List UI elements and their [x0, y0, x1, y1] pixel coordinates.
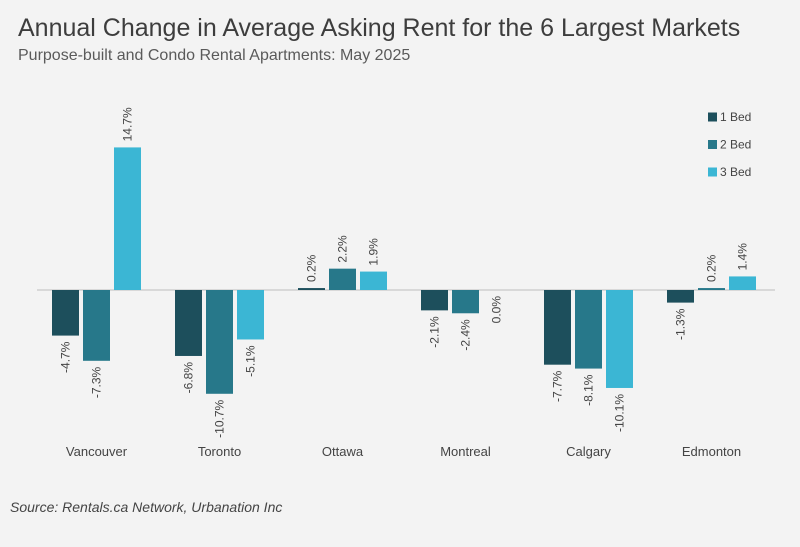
bar-toronto-2-bed: [206, 290, 233, 394]
data-label: 2.2%: [336, 235, 350, 263]
data-label: -6.8%: [182, 362, 196, 394]
bar-calgary-1-bed: [544, 290, 571, 365]
bar-ottawa-2-bed: [329, 268, 356, 290]
data-label: -7.7%: [551, 370, 565, 402]
data-label: -1.3%: [674, 308, 688, 340]
bar-montreal-2-bed: [452, 290, 479, 314]
bar-vancouver-1-bed: [52, 290, 79, 336]
data-label: -2.4%: [459, 319, 473, 351]
bar-edmonton-1-bed: [667, 290, 694, 303]
data-label: -5.1%: [244, 345, 258, 377]
bar-calgary-2-bed: [575, 290, 602, 369]
bar-calgary-3-bed: [606, 290, 633, 388]
bar-toronto-1-bed: [175, 290, 202, 356]
source-note: Source: Rentals.ca Network, Urbanation I…: [10, 499, 283, 515]
legend-swatch-1-bed: [708, 112, 717, 122]
data-label: -10.7%: [213, 399, 227, 437]
bar-vancouver-2-bed: [83, 290, 110, 361]
category-label-montreal: Montreal: [440, 444, 491, 459]
data-label: 0.2%: [705, 254, 719, 282]
bar-ottawa-3-bed: [360, 271, 387, 290]
bar-toronto-3-bed: [237, 290, 264, 340]
data-label: 1.4%: [736, 243, 750, 271]
data-label: -8.1%: [582, 374, 596, 406]
category-label-ottawa: Ottawa: [322, 444, 364, 459]
chart-title: Annual Change in Average Asking Rent for…: [18, 14, 741, 42]
data-label: -2.1%: [428, 316, 442, 348]
legend-label-3-bed: 3 Bed: [720, 165, 751, 179]
bar-edmonton-2-bed: [698, 288, 725, 290]
data-label: -7.3%: [90, 366, 104, 398]
data-label: -10.1%: [613, 394, 627, 432]
bar-vancouver-3-bed: [114, 147, 141, 290]
legend-label-2-bed: 2 Bed: [720, 138, 751, 152]
legend-swatch-2-bed: [708, 140, 717, 149]
data-label: 1.9%: [367, 238, 381, 266]
category-label-calgary: Calgary: [566, 444, 611, 459]
bar-edmonton-3-bed: [729, 276, 756, 290]
data-label: -4.7%: [59, 341, 73, 373]
chart-subtitle: Purpose-built and Condo Rental Apartment…: [18, 47, 411, 64]
legend-swatch-3-bed: [708, 167, 717, 177]
data-label: 14.7%: [121, 107, 135, 141]
data-label: 0.2%: [305, 254, 319, 282]
bar-montreal-1-bed: [421, 290, 448, 311]
category-label-edmonton: Edmonton: [682, 444, 741, 459]
category-label-vancouver: Vancouver: [66, 444, 128, 459]
data-label: 0.0%: [490, 296, 504, 324]
legend-label-1-bed: 1 Bed: [720, 110, 751, 124]
bar-ottawa-1-bed: [298, 288, 325, 290]
category-label-toronto: Toronto: [198, 444, 241, 459]
